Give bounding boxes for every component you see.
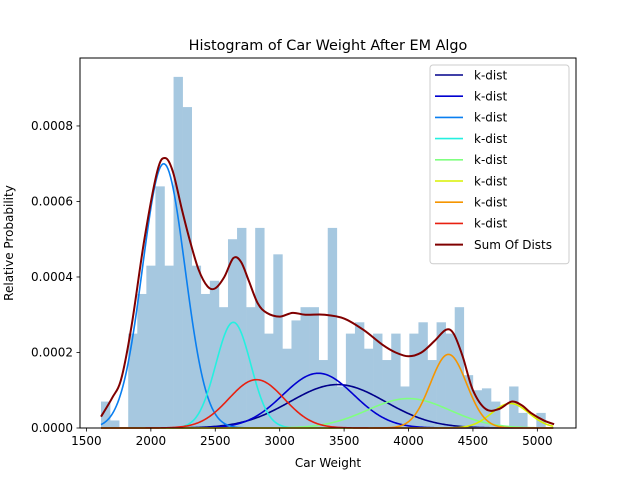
legend-label: k-dist (474, 174, 507, 188)
histogram-bar (463, 375, 474, 428)
sum-of-dists-line (100, 157, 555, 426)
histogram-bar (110, 420, 120, 428)
x-tick-label: 3000 (264, 434, 295, 448)
legend-label: k-dist (474, 68, 507, 82)
histogram-bar (373, 333, 383, 428)
y-axis-label: Relative Probability (2, 185, 16, 301)
histogram-bar (436, 322, 446, 428)
histogram-bar (182, 107, 192, 428)
histogram-bar (291, 320, 301, 428)
histogram-bar (445, 333, 456, 428)
histogram-bar (418, 322, 428, 428)
histogram-bar (101, 401, 111, 428)
histogram-bar (382, 360, 392, 428)
histogram-bar (327, 227, 338, 428)
legend-box (429, 64, 570, 265)
histogram-bar (309, 307, 319, 428)
y-tick-label: 0.0006 (31, 195, 73, 209)
histogram-bar (137, 293, 147, 428)
histogram-bar (518, 412, 528, 428)
histogram-bar (209, 280, 220, 428)
histogram-bar (155, 186, 165, 428)
legend-label: k-dist (474, 217, 507, 231)
legend-label: k-dist (474, 90, 507, 104)
histogram-bar (345, 333, 356, 428)
histogram-bar (354, 322, 365, 428)
histogram-bar (409, 333, 419, 428)
x-tick-label: 3500 (329, 434, 360, 448)
histogram-bar (400, 386, 410, 428)
histogram-bar (536, 412, 546, 428)
histogram-bar (227, 239, 238, 428)
plot-frame (79, 57, 577, 429)
legend: k-dist k-dist k-dist k-dist k-dist k-dist k-di… (429, 64, 570, 265)
legend-label: k-dist (474, 153, 507, 167)
histogram-bar (218, 307, 229, 428)
histogram-bar (264, 333, 274, 428)
histogram-bar (200, 293, 211, 428)
x-axis: 1500 2000 2500 3000 3500 4000 4500 5000 (71, 428, 553, 448)
y-tick-label: 0.0002 (31, 346, 73, 360)
histogram-bar (237, 227, 247, 428)
x-tick-label: 2000 (136, 434, 167, 448)
histogram-bar (300, 307, 310, 428)
histogram-bar (282, 348, 292, 428)
histogram-bar (391, 333, 401, 428)
histogram-bar (255, 227, 265, 428)
x-axis-label: Car Weight (295, 456, 362, 470)
legend-label: k-dist (474, 132, 507, 146)
legend-label: k-dist (474, 196, 507, 210)
legend-label: k-dist (474, 111, 507, 125)
histogram-bar (164, 265, 174, 428)
x-tick-label: 5000 (522, 434, 553, 448)
histogram-bar (146, 265, 156, 428)
y-tick-label: 0.0004 (31, 270, 73, 284)
histogram-bar (427, 360, 437, 428)
y-tick-label: 0.0008 (31, 119, 73, 133)
legend-label: Sum Of Dists (474, 238, 552, 252)
x-tick-label: 4500 (458, 434, 489, 448)
histogram-bar (481, 388, 492, 428)
x-tick-label: 1500 (71, 434, 102, 448)
x-tick-label: 4000 (393, 434, 424, 448)
histogram-bar (173, 76, 183, 428)
histogram-bar (318, 360, 329, 428)
y-axis: 0.0000 0.0002 0.0004 0.0006 0.0008 (31, 119, 80, 435)
histogram-bar (364, 348, 374, 428)
histogram-bar (273, 254, 283, 428)
histogram-bar (336, 386, 347, 428)
y-tick-label: 0.0000 (31, 421, 73, 435)
histogram-bar (509, 386, 519, 428)
chart-title: Histogram of Car Weight After EM Algo (189, 38, 468, 54)
histogram-bar (128, 333, 138, 428)
x-tick-label: 2500 (200, 434, 231, 448)
histogram-bar (491, 401, 501, 428)
histogram-bar (246, 307, 256, 428)
